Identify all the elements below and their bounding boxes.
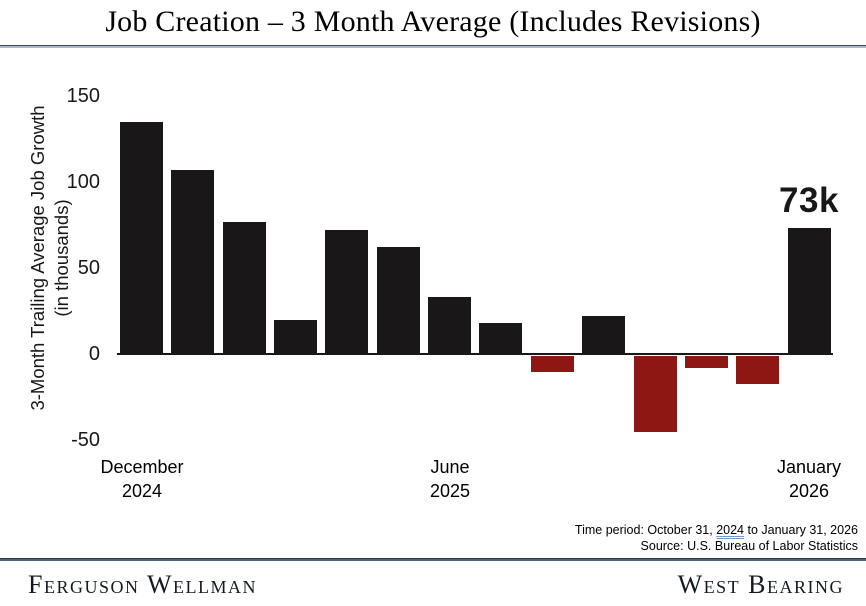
bar-march-2025: [274, 319, 317, 354]
y-tick-label: -50: [71, 429, 100, 451]
y-tick-label: 0: [88, 343, 100, 365]
bar-october-2025: [634, 356, 677, 432]
y-tick-label: 150: [66, 85, 100, 107]
x-tick-label: June 2025: [429, 457, 471, 501]
footnote-time-period: Time period: October 31, 2024 to January…: [438, 523, 858, 539]
page-title: Job Creation – 3 Month Average (Includes…: [105, 5, 761, 38]
footnote-time-period-prefix: Time period: October 31,: [574, 523, 717, 537]
x-tick-label: January 2026: [776, 457, 842, 501]
brand-west-bearing: West Bearing: [677, 570, 844, 599]
title-divider-line: [0, 45, 866, 48]
footnote-time-period-suffix: to January 31, 2026: [744, 523, 858, 537]
x-tick-label: December 2024: [100, 457, 184, 501]
bar-april-2025: [325, 230, 368, 354]
bar-february-2025: [223, 221, 266, 354]
y-tick-label: 100: [66, 171, 100, 193]
footnote-source: Source: U.S. Bureau of Labor Statistics: [640, 538, 858, 553]
bar-value-callout: 73k: [779, 181, 839, 220]
y-tick-label: 50: [77, 257, 100, 279]
bar-december-2025: [736, 356, 779, 384]
bar-may-2025: [377, 247, 420, 354]
bar-september-2025: [582, 316, 625, 354]
bar-june-2025: [428, 297, 471, 354]
footer-divider-line: [0, 558, 866, 561]
x-axis-line: [117, 353, 833, 355]
bar-january-2026: [788, 228, 831, 354]
bar-july-2025: [479, 323, 522, 354]
bar-december-2024: [120, 121, 163, 354]
bar-august-2025: [531, 356, 574, 372]
footnote-underlined-year: 2024: [716, 523, 745, 537]
footnote: Time period: October 31, 2024 to January…: [438, 523, 858, 554]
bar-january-2025: [171, 170, 214, 354]
brand-ferguson-wellman: Ferguson Wellman: [28, 570, 258, 599]
bar-november-2025: [685, 356, 728, 368]
